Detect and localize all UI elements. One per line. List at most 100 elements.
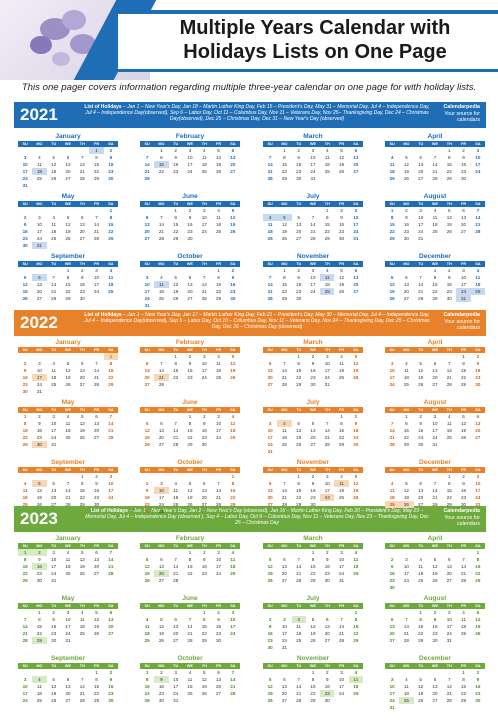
- day-cell: 11: [201, 155, 207, 160]
- day-cell: 21: [475, 222, 481, 227]
- empty-cell: [399, 147, 413, 154]
- day-cell: 28: [108, 435, 114, 440]
- day-cell: 30: [79, 296, 85, 301]
- weekday-label: FR: [339, 262, 345, 266]
- day-cell: 11: [432, 215, 438, 220]
- day-cell: 22: [353, 631, 359, 636]
- day-grid: 1 2 3 4 5 6 7 8 9 10 11 12 13 14 15 16 17 18 19 20 21 22 23 24 2…: [140, 413, 240, 448]
- day-cell: 13: [144, 222, 150, 227]
- day-cell: 8: [311, 557, 315, 562]
- day-cell: 25: [324, 169, 330, 174]
- weekday-label: TH: [324, 202, 330, 206]
- weekday-label: SU: [267, 142, 273, 146]
- day-cell: 21: [79, 169, 85, 174]
- day-cell: 20: [403, 289, 409, 294]
- weekday-label: SU: [144, 604, 150, 608]
- day-cell: 25: [65, 435, 71, 440]
- day-cell: 3: [476, 474, 480, 479]
- day-cell: 18: [216, 222, 222, 227]
- day-cell: 30: [22, 243, 28, 248]
- day-cell: 17: [22, 691, 28, 696]
- day-cell: 3: [311, 268, 315, 273]
- weekday-label: TU: [418, 544, 424, 548]
- empty-cell: [61, 669, 75, 676]
- day-cell: 17: [339, 684, 345, 689]
- day-cell: 6: [52, 481, 55, 486]
- day-cell: 30: [216, 638, 222, 643]
- empty-cell: [75, 669, 89, 676]
- day-cell: 23: [158, 691, 164, 696]
- day-cell: 17: [230, 624, 236, 629]
- month-calendar: January SU MO TU WE TH FR SA 1 2 3 4 5 6 7 8 9 10 11 12 13 14…: [18, 338, 118, 395]
- day-cell: 23: [144, 502, 150, 507]
- day-cell: 19: [144, 571, 150, 576]
- weekday-label: FR: [216, 202, 222, 206]
- day-cell: 27: [281, 578, 287, 583]
- day-cell: 13: [281, 684, 287, 689]
- day-cell: 3: [95, 268, 98, 273]
- day-grid: 1 2 3 4 5 6 7 8 9 10 11 12 13 14 15 16 17 18 19 20 21 22 23 24 2…: [263, 473, 363, 508]
- weekday-label: MO: [281, 202, 288, 206]
- day-cell: 12: [230, 361, 236, 366]
- weekday-label: TU: [296, 408, 302, 412]
- day-cell: 29: [79, 502, 85, 507]
- month-name: October: [177, 459, 203, 466]
- day-cell: 18: [324, 162, 330, 167]
- month-calendar: April SU MO TU WE TH FR SA 1 2 3 4 5 6 7 8 9 10 11 12 13 14 15…: [385, 132, 485, 182]
- empty-cell: [183, 609, 197, 616]
- day-grid: 1 2 3 4 5 6 7 8 9 10 11 12 13 14 15 16 17 18 19 20 21 22 23 24 2…: [140, 207, 240, 242]
- day-cell: 2: [405, 208, 408, 213]
- day-cell: 1: [297, 354, 300, 359]
- day-cell: 18: [267, 229, 273, 234]
- day-cell: 31: [418, 236, 424, 241]
- day-cell: 28: [108, 571, 114, 576]
- day-cell: 13: [389, 624, 395, 629]
- month-name: February: [175, 535, 205, 542]
- day-cell: 1: [231, 474, 235, 479]
- day-cell: 23: [201, 571, 207, 576]
- day-cell: 22: [310, 571, 316, 576]
- day-cell: 11: [230, 421, 236, 426]
- day-cell: 29: [281, 176, 287, 181]
- month-name: April: [427, 535, 443, 542]
- weekday-label: TU: [418, 664, 424, 668]
- day-grid: 1 2 3 4 5 6 7 8 9 10 11 12 13 14 15 16 17 18 19 20 21 22 23 24 2…: [18, 549, 118, 584]
- weekday-label: TH: [324, 262, 330, 266]
- day-cell: 1: [405, 414, 408, 419]
- day-cell: 11: [339, 361, 344, 366]
- day-cell: 2: [476, 670, 480, 675]
- day-cell: 15: [187, 564, 193, 569]
- day-cell: 23: [432, 631, 438, 636]
- month-calendar: February SU MO TU WE TH FR SA 1 2 3 4 5 6 7 8 9 10 11 12 13 1…: [140, 338, 240, 388]
- day-cell: 13: [65, 684, 71, 689]
- month-name: October: [177, 253, 203, 260]
- day-cell: 28: [324, 442, 330, 447]
- day-cell: 5: [231, 208, 235, 213]
- day-cell: 29: [353, 638, 359, 643]
- empty-cell: [32, 473, 46, 480]
- day-cell: 26: [389, 296, 395, 301]
- day-cell: 19: [281, 229, 287, 234]
- day-cell: 13: [144, 368, 150, 373]
- day-cell: 1: [174, 354, 177, 359]
- month-calendar: July SU MO TU WE TH FR SA 1 2 3 4 5 6 7 8 9 10 11 12 13 14 15 1…: [263, 192, 363, 242]
- day-cell: 30: [230, 296, 236, 301]
- day-cell: 9: [38, 421, 41, 426]
- day-cell: 15: [201, 624, 207, 629]
- weekday-label: TH: [446, 468, 452, 472]
- day-cell: 3: [462, 268, 465, 273]
- day-cell: 13: [281, 564, 287, 569]
- empty-cell: [399, 353, 413, 360]
- day-cell: 26: [94, 631, 100, 636]
- weekday-label: TH: [201, 202, 207, 206]
- weekday-label: SA: [475, 202, 481, 206]
- day-grid: 1 2 3 4 5 6 7 8 9 10 11 12 13 14 15 16 17 18 19 20 21 22 23 24 2…: [140, 549, 240, 584]
- day-cell: 25: [403, 382, 409, 387]
- day-cell: 17: [446, 624, 452, 629]
- day-cell: 2: [145, 481, 149, 486]
- day-cell: 17: [281, 631, 287, 636]
- weekday-label: FR: [216, 262, 222, 266]
- month-calendar: December SU MO TU WE TH FR SA 1 2 3 4 5 6 7 8 9 10 11 12 13 1…: [385, 654, 485, 711]
- day-cell: 18: [446, 428, 452, 433]
- day-cell: 30: [324, 698, 330, 703]
